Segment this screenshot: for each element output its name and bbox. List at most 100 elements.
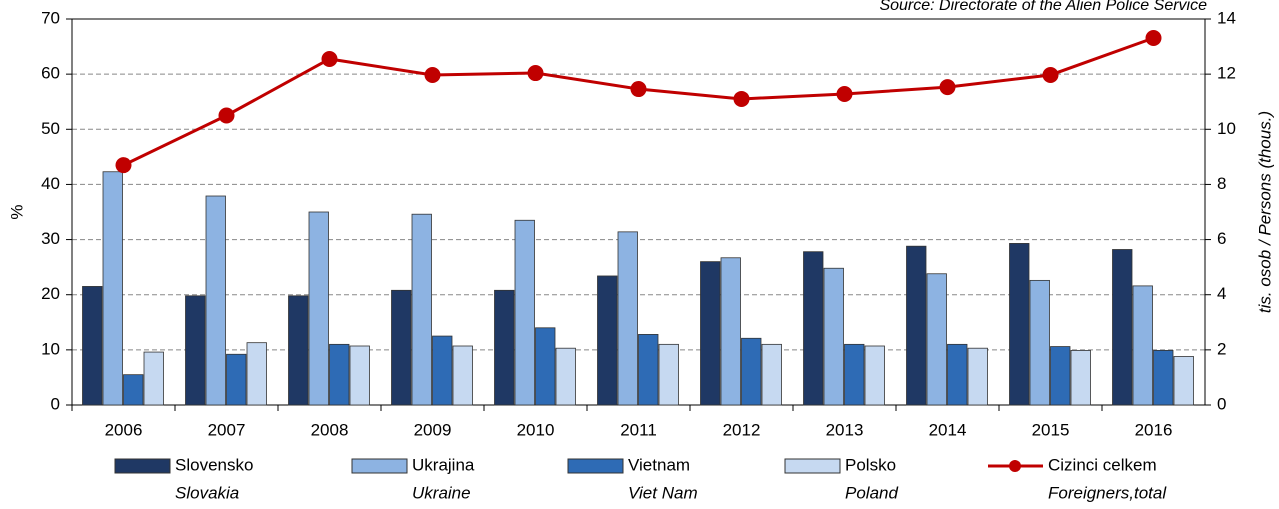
legend-swatch [114, 458, 171, 474]
bar [82, 286, 103, 406]
bar [391, 289, 412, 406]
y-tick-label: 40 [41, 174, 60, 193]
x-tick-label: 2011 [620, 420, 657, 439]
y2-tick-label: 2 [1217, 339, 1226, 358]
bar [226, 353, 247, 406]
legend-label-en: Poland [845, 483, 898, 502]
bar [1112, 249, 1133, 406]
line-marker [1145, 30, 1162, 47]
y2-axis-label: tis. osob / Persons (thous.) [1255, 111, 1274, 313]
y2-tick-label: 4 [1217, 284, 1226, 303]
line-marker [218, 107, 235, 124]
y-axis-label: % [7, 204, 26, 219]
line-marker [527, 65, 544, 82]
y-tick-label: 10 [41, 339, 60, 358]
legend-swatch [351, 458, 408, 474]
bar [597, 275, 618, 406]
bar [329, 343, 350, 406]
legend-label: Cizinci celkem [1048, 455, 1157, 474]
bar [906, 245, 927, 406]
line-marker [939, 79, 956, 96]
bar [246, 342, 267, 406]
y2-tick-label: 10 [1217, 119, 1236, 138]
line-marker [1042, 66, 1059, 83]
bar [1070, 350, 1091, 406]
bar [864, 345, 885, 406]
source: Source: Directorate of the Alien Police … [879, 0, 1207, 14]
legend-label: Vietnam [628, 455, 690, 474]
bar [288, 295, 309, 406]
bar [844, 343, 865, 406]
line-marker [630, 81, 647, 98]
y-tick-label: 30 [41, 229, 60, 248]
legend-label: Polsko [845, 455, 896, 474]
bar [1029, 279, 1050, 406]
bar [720, 257, 741, 406]
legend-label-en: Slovakia [175, 483, 239, 502]
legend-label-en: Ukraine [412, 483, 471, 502]
legend-swatch [567, 458, 624, 474]
x-tick-label: 2014 [929, 420, 967, 439]
bar [555, 347, 576, 406]
bar [967, 347, 988, 406]
y-tick-label: 60 [41, 64, 60, 83]
bar [143, 351, 164, 406]
x-tick-label: 2010 [517, 420, 555, 439]
bar [761, 343, 782, 406]
y-tick-label: 50 [41, 119, 60, 138]
bar [349, 345, 370, 406]
y2-tick-label: 12 [1217, 64, 1236, 83]
x-tick-label: 2016 [1135, 420, 1173, 439]
x-tick-label: 2008 [311, 420, 349, 439]
bar [1050, 346, 1071, 406]
bar [185, 295, 206, 406]
x-tick-label: 2012 [723, 420, 761, 439]
y2-tick-label: 8 [1217, 174, 1226, 193]
line-marker [836, 85, 853, 102]
y-tick-label: 0 [51, 394, 60, 413]
bar [1153, 350, 1174, 406]
legend-swatch [1009, 460, 1021, 472]
bar [205, 195, 226, 406]
bar [411, 213, 432, 406]
legend-label: Slovensko [175, 455, 253, 474]
x-tick-label: 2013 [826, 420, 864, 439]
y2-tick-label: 0 [1217, 394, 1226, 413]
bar [514, 219, 535, 406]
bar [700, 261, 721, 406]
bar [926, 273, 947, 406]
bar [308, 211, 329, 406]
x-tick-label: 2015 [1032, 420, 1070, 439]
bar [947, 343, 968, 406]
legend-label: Ukrajina [412, 455, 475, 474]
bar [741, 337, 762, 406]
y2-tick-label: 14 [1217, 8, 1236, 27]
bar [452, 345, 473, 406]
legend-label-en: Foreigners,total [1048, 483, 1167, 502]
bar [494, 289, 515, 406]
y2-tick-label: 6 [1217, 229, 1226, 248]
line-marker [115, 157, 132, 174]
line-marker [733, 90, 750, 107]
bar [432, 335, 453, 406]
bar [823, 267, 844, 406]
x-tick-label: 2009 [414, 420, 452, 439]
line [122, 36, 1155, 167]
bar [638, 334, 659, 406]
bar [123, 374, 144, 406]
bar [803, 251, 824, 406]
line-marker [424, 66, 441, 83]
x-tick-label: 2007 [208, 420, 246, 439]
bar [658, 343, 679, 406]
bar [102, 171, 123, 406]
y-tick-label: 20 [41, 284, 60, 303]
y-tick-label: 70 [41, 8, 60, 27]
line-marker [321, 50, 338, 67]
bar [1132, 285, 1153, 406]
x-tick-label: 2006 [105, 420, 143, 439]
bar [617, 231, 638, 406]
bar [1009, 243, 1030, 406]
legend-swatch [784, 458, 841, 474]
bar [535, 327, 556, 406]
